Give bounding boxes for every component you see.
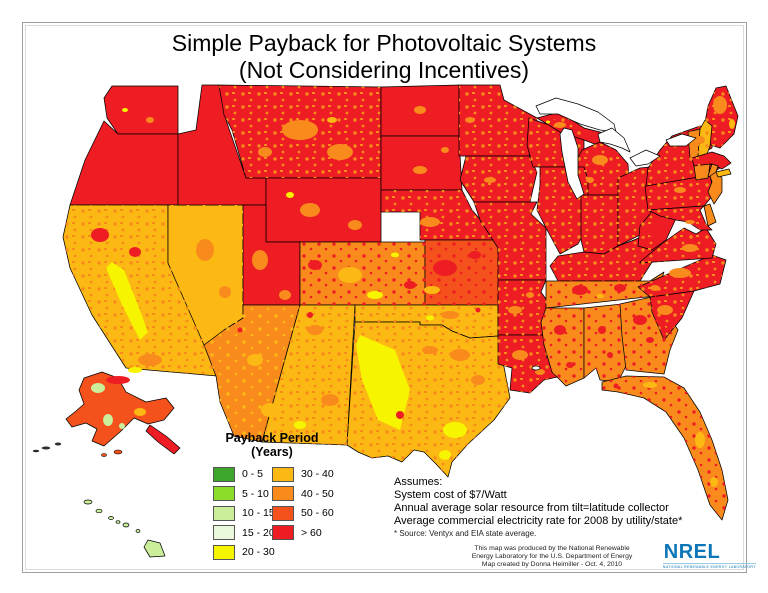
attribution-text: This map was produced by the National Re… (471, 545, 633, 569)
legend-column-2: 30 - 40 40 - 50 50 - 60 > 60 (272, 466, 334, 544)
lake-michigan (559, 127, 585, 200)
legend-swatch (213, 505, 235, 521)
legend-swatch (272, 505, 294, 521)
assumptions-heading: Assumes: (394, 476, 443, 488)
legend-label: 50 - 60 (301, 507, 334, 519)
legend-title: Payback Period (Years) (225, 431, 319, 459)
legend-label: > 60 (301, 526, 322, 539)
alaska-detail-layer (32, 376, 146, 457)
state-hi-big-island (143, 539, 166, 558)
legend-swatch (213, 525, 235, 540)
nrel-logo: NREL NATIONAL RENEWABLE ENERGY LABORATOR… (657, 542, 756, 570)
lake-pontchartrain (531, 365, 541, 371)
hawaii-islands (83, 499, 141, 533)
long-island (715, 168, 732, 178)
state-sd (380, 135, 463, 191)
legend-item: 5 - 10 (213, 486, 275, 502)
assumptions-footnote: * Source: Ventyx and EIA state average. (394, 529, 537, 538)
legend-item: > 60 (272, 525, 334, 541)
legend-swatch (272, 486, 294, 501)
legend-label: 10 - 15 (242, 507, 275, 519)
assumptions-note: Assumes: System cost of $7/Watt Annual a… (394, 476, 683, 538)
legend-column-1: 0 - 5 5 - 10 10 - 15 15 - 20 20 - 30 (213, 466, 275, 564)
lake-huron (597, 127, 631, 153)
legend-swatch (213, 466, 235, 482)
legend-swatch (272, 525, 294, 540)
region-patches-layer (91, 96, 735, 487)
lakes-layer (531, 97, 697, 371)
page-title-line1: Simple Payback for Photovoltaic Systems (171, 30, 597, 56)
legend-item: 15 - 20 (213, 525, 275, 541)
legend-item: 40 - 50 (272, 486, 334, 502)
lake-ontario (665, 133, 697, 147)
legend-item: 30 - 40 (272, 466, 334, 482)
legend-swatch (213, 486, 235, 501)
lake-erie (629, 149, 661, 167)
state-wy (265, 177, 382, 243)
legend-label: 0 - 5 (242, 468, 264, 480)
state-wa (103, 85, 179, 135)
legend-label: 5 - 10 (242, 487, 269, 500)
state-ak-panhandle (145, 424, 181, 455)
legend-swatch (272, 466, 294, 482)
legend-label: 30 - 40 (301, 468, 334, 480)
legend-item: 20 - 30 (213, 544, 275, 560)
legend-label: 40 - 50 (301, 487, 334, 500)
legend-item: 50 - 60 (272, 505, 334, 521)
legend-label: 15 - 20 (242, 526, 275, 539)
legend-item: 10 - 15 (213, 505, 275, 521)
legend-item: 0 - 5 (213, 466, 275, 482)
legend-label: 20 - 30 (242, 546, 275, 558)
page-title: Simple Payback for Photovoltaic Systems … (0, 30, 768, 84)
nrel-logo-text: NREL (663, 541, 721, 563)
nrel-logo-tagline: NATIONAL RENEWABLE ENERGY LABORATORY (662, 563, 756, 569)
page-title-line2: (Not Considering Incentives) (238, 57, 530, 83)
legend-swatch (213, 544, 235, 560)
